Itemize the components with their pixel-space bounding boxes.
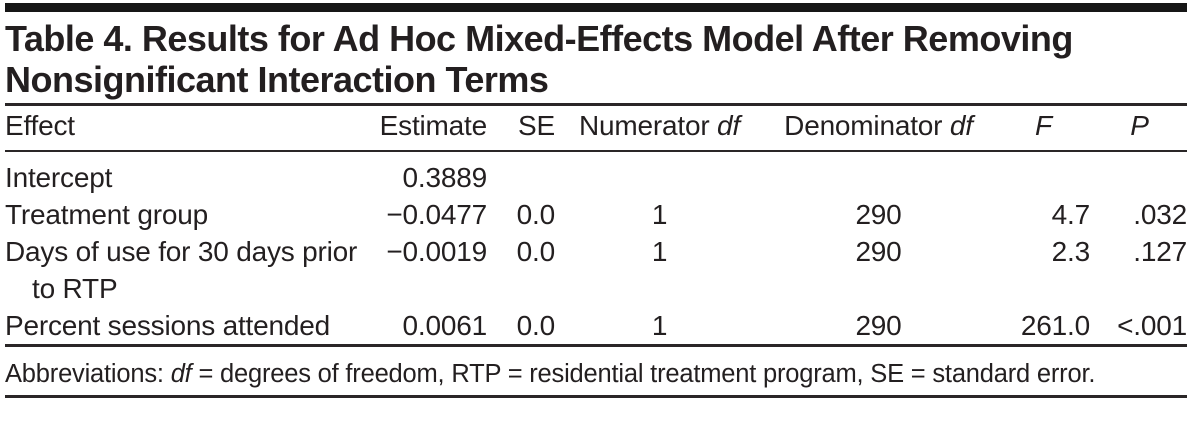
footnote-italic-abbrev: df: [170, 360, 192, 388]
cell-p: [1092, 151, 1187, 196]
header-row: Effect Estimate SE Numerator df Denominator …: [5, 106, 1187, 152]
cell-estimate: 0.3889: [402, 162, 488, 193]
title-rule: [5, 103, 1187, 106]
bottom-rule: [5, 395, 1187, 398]
cell-effect: Percent sessions attended: [5, 310, 330, 341]
cell-estimate: −0.0019: [386, 236, 487, 267]
column-header-denominator_df: Denominator df: [762, 106, 995, 152]
column-header-estimate: Estimate: [365, 106, 490, 152]
cell-f: 2.3: [1051, 236, 1091, 267]
table-row: Intercept 0.3889: [5, 151, 1187, 196]
cell-f: [995, 151, 1092, 196]
results-table: Effect Estimate SE Numerator df Denominator …: [5, 106, 1187, 344]
cell-effect: Treatment group: [5, 199, 208, 230]
column-header-f: F: [995, 106, 1092, 152]
cell-se: 0.0: [516, 310, 556, 341]
table-title: Table 4. Results for Ad Hoc Mixed-Effect…: [5, 18, 1073, 100]
cell-effect: Intercept: [5, 162, 113, 193]
table-row: Percent sessions attended 0.0061 0.0 1 290 26…: [5, 307, 1187, 344]
cell-estimate: −0.0477: [386, 199, 487, 230]
column-header-numerator_df: Numerator df: [557, 106, 762, 152]
body-rule: [5, 344, 1187, 347]
cell-numerator_df: 1: [651, 236, 668, 267]
cell-p: <.001: [1117, 310, 1187, 341]
cell-denominator_df: 290: [855, 310, 902, 341]
cell-f: 261.0: [1020, 310, 1090, 341]
column-header-effect: Effect: [5, 106, 365, 152]
cell-denominator_df: 290: [855, 236, 902, 267]
cell-estimate: 0.0061: [402, 310, 488, 341]
cell-se: [490, 151, 557, 196]
cell-denominator_df: [762, 151, 995, 196]
cell-denominator_df: 290: [855, 199, 902, 230]
cell-se: 0.0: [516, 236, 556, 267]
cell-numerator_df: [557, 151, 762, 196]
footnote-text: = degrees of freedom, RTP = residential …: [191, 360, 1096, 388]
table-row: Days of use for 30 days prior to RTP −0.0…: [5, 233, 1187, 307]
top-rule: [5, 3, 1187, 12]
cell-numerator_df: 1: [651, 199, 668, 230]
cell-f: 4.7: [1051, 199, 1091, 230]
cell-numerator_df: 1: [651, 310, 668, 341]
column-header-se: SE: [490, 106, 557, 152]
cell-effect: Days of use for 30 days prior to RTP: [5, 236, 358, 304]
table-row: Treatment group −0.0477 0.0 1 290 4.7 .032: [5, 196, 1187, 233]
abbreviations-note: Abbreviations: df = degrees of freedom, …: [5, 356, 1187, 393]
cell-p: .127: [1133, 236, 1187, 267]
column-header-p: P: [1092, 106, 1187, 152]
footnote-text: Abbreviations:: [5, 360, 171, 388]
cell-p: .032: [1133, 199, 1187, 230]
cell-se: 0.0: [516, 199, 556, 230]
